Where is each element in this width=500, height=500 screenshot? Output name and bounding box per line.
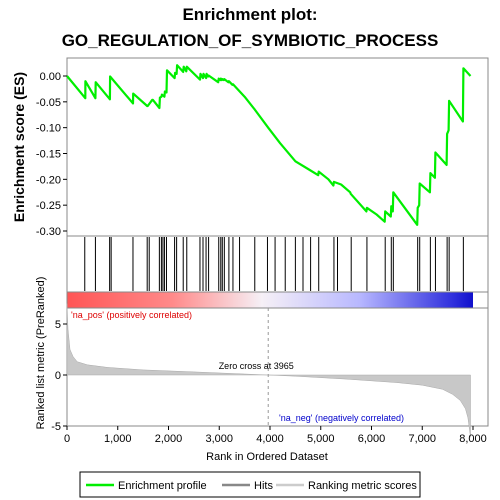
hits-frame — [66, 235, 489, 293]
zero-cross-label: Zero cross at 3965 — [219, 361, 294, 371]
enrichment-profile-line — [66, 64, 472, 226]
metric-xtick-label: 6,000 — [358, 433, 386, 445]
metric-plot-frame — [66, 307, 489, 427]
positive-correlation-label: 'na_pos' (positively correlated) — [71, 310, 192, 320]
legend: Enrichment profile Hits Ranking metric s… — [79, 471, 421, 498]
es-ytick-label: -0.15 — [36, 149, 61, 161]
chart-subtitle: GO_REGULATION_OF_SYMBIOTIC_PROCESS — [62, 31, 439, 50]
negative-correlation-label: 'na_neg' (negatively correlated) — [279, 413, 404, 423]
metric-xtick-label: 3,000 — [205, 433, 233, 445]
metric-xtick-label: 0 — [64, 433, 70, 445]
es-ytick-label: 0.00 — [40, 71, 61, 83]
metric-panel: Zero cross at 3965 'na_pos' (positively … — [35, 277, 489, 463]
metric-ytick-label: 0 — [55, 370, 61, 382]
metric-xtick-label: 7,000 — [408, 433, 436, 445]
es-ytick-label: -0.10 — [36, 123, 61, 135]
metric-xtick-label: 2,000 — [155, 433, 183, 445]
es-panel: 0.00 -0.05 -0.10 -0.15 -0.20 -0.25 -0.30 Enric… — [11, 57, 489, 238]
legend-metric-label: Ranking metric scores — [308, 480, 417, 492]
es-ylabel: Enrichment score (ES) — [11, 72, 27, 222]
es-ytick-label: -0.25 — [36, 200, 61, 212]
metric-xtick-label: 4,000 — [256, 433, 284, 445]
es-ytick-label: -0.05 — [36, 97, 61, 109]
hits-panel — [66, 235, 489, 293]
legend-hits-label: Hits — [254, 480, 273, 492]
metric-xlabel: Rank in Ordered Dataset — [206, 451, 328, 463]
metric-xtick-label: 5,000 — [307, 433, 335, 445]
metric-ylabel: Ranked list metric (PreRanked) — [35, 277, 47, 430]
chart-title: Enrichment plot: — [182, 5, 317, 24]
es-ytick-label: -0.20 — [36, 174, 61, 186]
ranking-metric-area — [66, 303, 471, 438]
metric-xtick-label: 8,000 — [459, 433, 487, 445]
metric-ytick-label: 5 — [55, 319, 61, 331]
legend-enrichment-label: Enrichment profile — [118, 480, 207, 492]
metric-ytick-label: -5 — [51, 421, 61, 433]
es-ytick-label: -0.30 — [36, 226, 61, 238]
rank-color-bar — [67, 292, 473, 308]
metric-xtick-label: 1,000 — [104, 433, 132, 445]
es-plot-frame — [66, 57, 489, 237]
